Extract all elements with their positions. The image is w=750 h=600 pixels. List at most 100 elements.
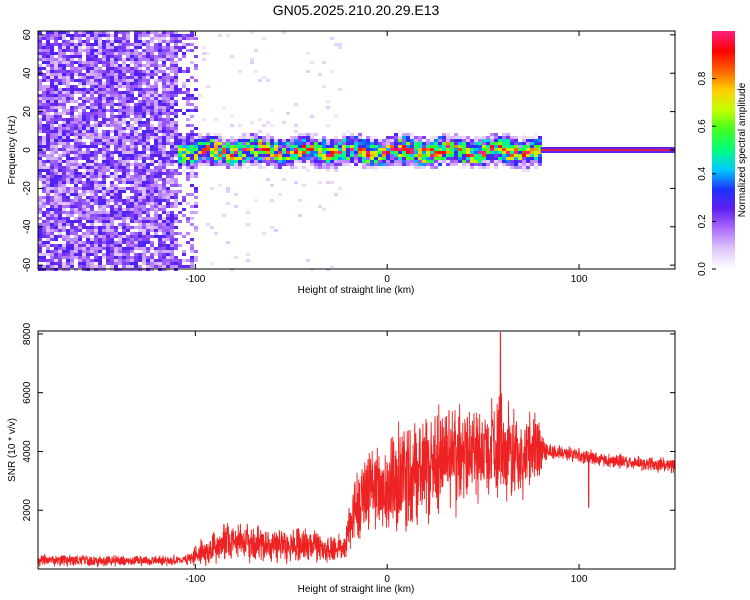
- spectrogram-cell: [130, 232, 134, 235]
- spectrogram-cell: [54, 244, 58, 247]
- spectrogram-cell: [174, 40, 178, 43]
- spectrogram-cell: [102, 109, 106, 112]
- x-tick-label: -100: [185, 274, 205, 285]
- spectrogram-cell: [158, 202, 162, 205]
- spectrogram-cell: [166, 250, 170, 253]
- spectrogram-cell: [330, 181, 334, 184]
- spectrogram-cell: [202, 142, 206, 145]
- spectrogram-cell: [94, 220, 98, 223]
- spectrogram-cell: [134, 244, 138, 247]
- spectrogram-cell: [62, 79, 66, 82]
- spectrogram-cell: [198, 136, 202, 139]
- spectrogram-cell: [118, 214, 122, 217]
- spectrogram-cell: [54, 88, 58, 91]
- spectrogram-cell: [166, 130, 170, 133]
- spectrogram-cell: [102, 241, 106, 244]
- spectrogram-cell: [262, 148, 266, 151]
- spectrogram-cell: [94, 163, 98, 166]
- spectrogram-cell: [486, 163, 490, 166]
- spectrogram-cell: [106, 100, 110, 103]
- spectrogram-cell: [110, 124, 114, 127]
- spectrogram-cell: [202, 160, 206, 163]
- spectrogram-cell: [382, 148, 386, 151]
- spectrogram-cell: [38, 232, 42, 235]
- spectrogram-cell: [454, 142, 458, 145]
- spectrogram-cell: [182, 160, 186, 163]
- spectrogram-cell: [166, 226, 170, 229]
- spectrogram-cell: [390, 142, 394, 145]
- spectrogram-cell: [354, 139, 358, 142]
- spectrogram-cell: [374, 157, 378, 160]
- spectrogram-cell: [414, 166, 418, 169]
- spectrogram-cell: [518, 163, 522, 166]
- spectrogram-cell: [318, 157, 322, 160]
- spectrogram-cell: [162, 118, 166, 121]
- spectrogram-cell: [70, 169, 74, 172]
- spectrogram-cell: [94, 229, 98, 232]
- spectrogram-cell: [134, 58, 138, 61]
- spectrogram-cell: [42, 58, 46, 61]
- spectrogram-cell: [174, 46, 178, 49]
- x-tick-label: 0: [384, 574, 390, 585]
- spectrogram-cell: [130, 157, 134, 160]
- spectrogram-cell: [82, 31, 86, 34]
- spectrogram-cell: [158, 64, 162, 67]
- spectrogram-cell: [286, 151, 290, 154]
- spectrogram-cell: [58, 172, 62, 175]
- spectrogram-cell: [98, 148, 102, 151]
- spectrogram-cell: [118, 97, 122, 100]
- spectrogram-cell: [90, 178, 94, 181]
- spectrogram-cell: [534, 157, 538, 160]
- spectrogram-cell: [462, 157, 466, 160]
- spectrogram-cell: [534, 151, 538, 154]
- spectrogram-cell: [102, 211, 106, 214]
- spectrogram-cell: [118, 121, 122, 124]
- spectrogram-cell: [98, 40, 102, 43]
- spectrogram-cell: [122, 103, 126, 106]
- spectrogram-cell: [70, 76, 74, 79]
- spectrogram-cell: [146, 163, 150, 166]
- spectrogram-cell: [178, 157, 182, 160]
- spectrogram-cell: [86, 97, 90, 100]
- spectrogram-cell: [270, 151, 274, 154]
- spectrogram-cell: [90, 175, 94, 178]
- spectrogram-cell: [106, 229, 110, 232]
- spectrogram-cell: [86, 214, 90, 217]
- spectrogram-cell: [42, 73, 46, 76]
- spectrogram-cell: [454, 151, 458, 154]
- spectrogram-cell: [326, 100, 330, 103]
- spectrogram-cell: [486, 136, 490, 139]
- spectrogram-cell: [174, 130, 178, 133]
- spectrogram-cell: [386, 139, 390, 142]
- spectrogram-cell: [122, 136, 126, 139]
- spectrogram-cell: [262, 160, 266, 163]
- spectrogram-cell: [190, 238, 194, 241]
- spectrogram-cell: [454, 139, 458, 142]
- spectrogram-cell: [74, 91, 78, 94]
- spectrogram-cell: [98, 136, 102, 139]
- spectrogram-cell: [222, 145, 226, 148]
- spectrogram-cell: [126, 82, 130, 85]
- spectrogram-cell: [94, 85, 98, 88]
- spectrogram-cell: [510, 154, 514, 157]
- spectrogram-cell: [154, 46, 158, 49]
- spectrogram-cell: [94, 181, 98, 184]
- spectrogram-cell: [406, 145, 410, 148]
- spectrogram-cell: [106, 70, 110, 73]
- spectrogram-cell: [106, 109, 110, 112]
- spectrogram-cell: [86, 160, 90, 163]
- spectrogram-cell: [146, 226, 150, 229]
- spectrogram-cell: [66, 136, 70, 139]
- spectrogram-cell: [402, 157, 406, 160]
- spectrogram-cell: [110, 160, 114, 163]
- spectrogram-cell: [82, 94, 86, 97]
- spectrogram-cell: [82, 199, 86, 202]
- spectrogram-cell: [150, 73, 154, 76]
- spectrogram-cell: [98, 211, 102, 214]
- spectrogram-cell: [514, 136, 518, 139]
- spectrogram-cell: [102, 220, 106, 223]
- spectrogram-cell: [174, 133, 178, 136]
- spectrogram-cell: [122, 208, 126, 211]
- spectrogram-cell: [94, 187, 98, 190]
- spectrogram-cell: [78, 154, 82, 157]
